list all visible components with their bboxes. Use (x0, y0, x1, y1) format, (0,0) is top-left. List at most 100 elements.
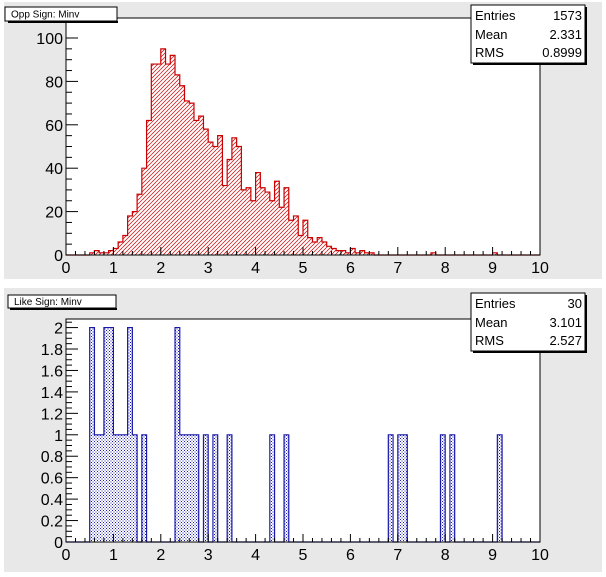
x-tick-label: 8 (441, 260, 450, 277)
stat-rms-label: RMS (475, 45, 504, 60)
axes: 0 1 2 3 4 5 6 7 8 9 10 0 0.2 0.4 0.6 0.8 1 1.2 1.4 1.6 1.8 2 (41, 321, 549, 564)
histogram-bar (222, 185, 228, 255)
histogram-bar (165, 64, 171, 255)
histogram-bar (89, 327, 95, 542)
opp-sign-pad: 0 1 2 3 4 5 6 7 8 9 10 0 20 40 60 80 100 Opp Sign: Minv … (4, 2, 602, 279)
y-tick-label: 20 (45, 205, 63, 222)
histogram-bar (212, 434, 218, 542)
histogram-bar (355, 252, 360, 255)
histogram-bar (397, 434, 403, 542)
histogram-fill (89, 327, 503, 542)
histogram-bar (146, 120, 152, 256)
histogram-bar (336, 250, 341, 255)
x-tick-label: 4 (251, 260, 260, 277)
histogram-bar (492, 252, 498, 255)
histogram-bar (326, 246, 332, 255)
stat-entries-label: Entries (475, 296, 516, 311)
histogram-fill (89, 48, 498, 256)
histogram-bar (298, 235, 303, 255)
stat-rms-value: 2.527 (549, 333, 582, 348)
histogram-bar (122, 434, 128, 542)
stat-rms-value: 0.8999 (542, 45, 582, 60)
histogram-bar (231, 137, 237, 255)
histogram-bar (184, 100, 190, 256)
histogram-bar (175, 327, 180, 542)
y-tick-label: 0.6 (41, 471, 63, 488)
histogram-bar (402, 434, 408, 542)
histogram-bar (179, 85, 185, 256)
histogram-title: Opp Sign: Minv (11, 10, 79, 21)
histogram-bar (103, 252, 109, 255)
x-tick-label: 1 (109, 547, 118, 564)
histogram-bar (312, 241, 318, 255)
histogram-bar (203, 129, 209, 255)
histogram-bar (108, 327, 114, 542)
y-tick-label: 0.8 (41, 449, 63, 466)
x-tick-label: 5 (299, 547, 308, 564)
stat-mean-label: Mean (475, 315, 508, 330)
histogram-bar (141, 434, 147, 542)
y-tick-label: 0 (54, 248, 63, 265)
stat-rms-label: RMS (475, 333, 504, 348)
histogram-bar (331, 248, 337, 255)
stat-mean-label: Mean (475, 27, 508, 42)
histogram-bar (449, 434, 455, 542)
histogram-bar (118, 241, 123, 255)
x-tick-label: 2 (156, 547, 165, 564)
histogram-bar (279, 207, 285, 255)
histogram-bar (113, 248, 119, 255)
histogram-bar (440, 434, 446, 542)
y-tick-label: 1.6 (41, 363, 63, 380)
histogram-bar (321, 241, 327, 255)
x-tick-label: 9 (488, 260, 497, 277)
histogram-bar (227, 434, 232, 542)
histogram-bar (317, 237, 322, 255)
histogram-bar (198, 116, 204, 256)
stat-entries-value: 1573 (553, 8, 582, 23)
histogram-bar (189, 103, 194, 255)
histogram-bar (94, 434, 100, 542)
stat-mean-value: 3.101 (549, 315, 582, 330)
histogram-bar (170, 55, 176, 255)
stats-box[interactable]: Entries 30 Mean 3.101 RMS 2.527 (470, 292, 587, 353)
histogram-bar (137, 194, 142, 255)
histogram-bar (364, 252, 370, 255)
histogram-bar (151, 64, 157, 255)
title-box[interactable]: Like Sign: Minv (7, 294, 117, 310)
histogram-bar (284, 187, 289, 255)
histogram-bar (113, 434, 119, 542)
y-tick-label: 2 (54, 321, 63, 338)
like-sign-pad: 0 1 2 3 4 5 6 7 8 9 10 0 0.2 0.4 0.6 0.8 1 1.2 1.4 1.6 1.8 2 … (4, 288, 602, 572)
x-tick-label: 0 (62, 260, 71, 277)
x-tick-label: 3 (204, 547, 213, 564)
x-tick-label: 6 (346, 547, 355, 564)
histogram-bar (350, 248, 356, 255)
histogram-bar (246, 187, 251, 255)
histogram-bar (184, 434, 190, 542)
y-tick-label: 0.2 (41, 514, 63, 531)
histogram-bar (369, 252, 375, 255)
histogram-bar (127, 327, 133, 542)
histogram-bar (340, 250, 346, 255)
histogram-bar (288, 220, 294, 255)
y-tick-label: 1 (54, 428, 63, 445)
histogram-bar (99, 252, 104, 255)
stat-entries-value: 30 (568, 296, 582, 311)
histogram-bar (217, 135, 223, 255)
histogram-bar (160, 48, 166, 255)
histogram-bar (132, 434, 138, 542)
histogram-bar (141, 168, 147, 255)
stats-box[interactable]: Entries 1573 Mean 2.331 RMS 0.8999 (470, 4, 587, 65)
histogram-bar (203, 434, 209, 542)
y-tick-label: 40 (45, 161, 63, 178)
histogram-bar (89, 252, 95, 255)
y-tick-label: 60 (45, 118, 63, 135)
histogram-bar (179, 434, 185, 542)
x-tick-label: 7 (393, 260, 402, 277)
title-box[interactable]: Opp Sign: Minv (4, 6, 118, 23)
histogram-bar (227, 159, 232, 255)
histogram-bar (359, 250, 365, 255)
